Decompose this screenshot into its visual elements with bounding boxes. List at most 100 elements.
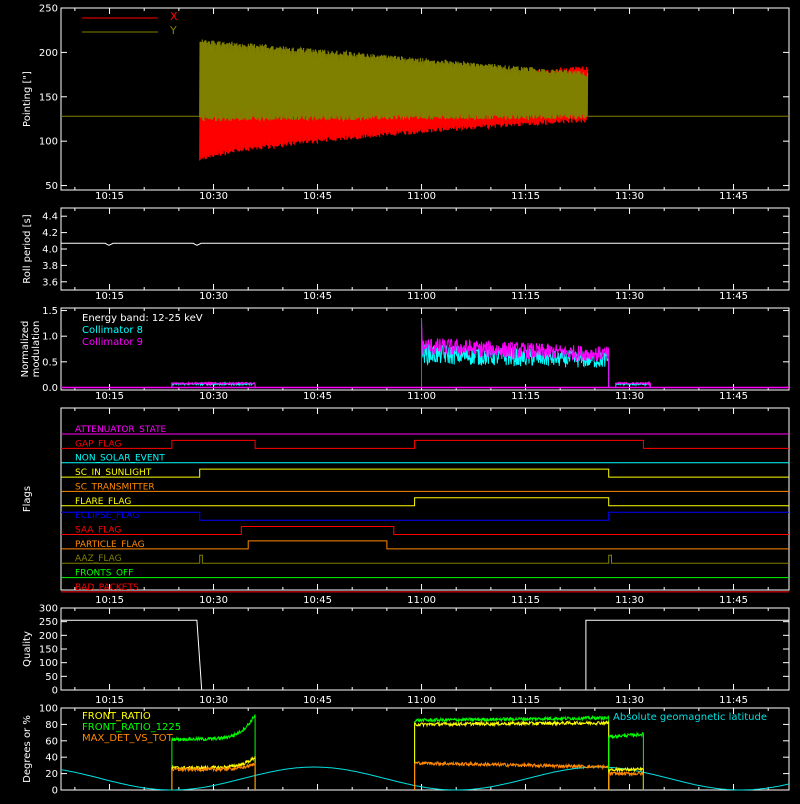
ratios-ylabel: Degrees or % (22, 715, 33, 783)
pointing-ytick-label: 50 (45, 181, 58, 192)
pointing-ytick-label: 150 (39, 92, 58, 103)
ratios-ytick-label: 100 (39, 704, 58, 715)
ratios-ytick-label: 0 (52, 786, 58, 797)
modulation-ytick-label: 1.0 (42, 332, 58, 343)
ratios-ytick-label: 20 (45, 769, 58, 780)
modulation-legend-collimator9: Collimator 9 (82, 337, 143, 348)
roll-ytick-label: 4.2 (42, 228, 58, 239)
modulation-collimator9-segment (171, 381, 256, 388)
pointing-xtick-label: 11:15 (511, 191, 540, 202)
pointing-ylabel: Pointing ["] (22, 71, 33, 127)
quality-xtick-label: 10:30 (199, 695, 228, 706)
modulation-xtick-label: 11:45 (719, 391, 748, 402)
flag-label-attenuator-state: ATTENUATOR_STATE (75, 425, 167, 435)
quality-line (61, 619, 789, 691)
pointing-legend-label-y: Y (169, 24, 177, 37)
ratio-front-ratio-segment (608, 766, 644, 790)
flag-line-aaz-flag (61, 554, 789, 564)
modulation-collimator8-segment (421, 318, 610, 388)
ratios-ytick-label: 80 (45, 720, 58, 731)
modulation-xtick-label: 10:15 (95, 391, 124, 402)
pointing-xtick-label: 10:30 (199, 191, 228, 202)
pointing-xtick-label: 11:45 (719, 191, 748, 202)
modulation-xtick-label: 10:45 (303, 391, 332, 402)
ratios-ytick-label: 40 (45, 753, 58, 764)
geomag-latitude-line (60, 766, 790, 791)
ratio-max-det-segment (171, 762, 256, 790)
roll-ytick-label: 3.6 (42, 277, 58, 288)
ratios-legend-max-det: MAX_DET_VS_TOT (82, 733, 174, 744)
ratio-max-det-segment (608, 770, 644, 790)
pointing-xtick-label: 10:15 (95, 191, 124, 202)
quality-xtick-label: 11:00 (407, 695, 436, 706)
flag-line-sc-in-sunlight (61, 468, 789, 478)
modulation-collimator9-segment (421, 318, 610, 388)
pointing-xtick-label: 10:45 (303, 191, 332, 202)
modulation-ylabel: Normalized (20, 321, 31, 378)
pointing-series-x (199, 66, 589, 161)
flag-label-flare-flag: FLARE_FLAG (75, 497, 131, 507)
roll-xtick-label: 11:45 (719, 291, 748, 302)
modulation-ytick-label: 1.5 (42, 306, 58, 317)
modulation-xtick-label: 11:00 (407, 391, 436, 402)
quality-ytick-label: 100 (39, 658, 58, 669)
modulation-ytick-label: 0.5 (42, 357, 58, 368)
ratios-frame (60, 707, 790, 791)
flags-xtick-label: 11:15 (511, 595, 540, 606)
flags-frame (60, 407, 790, 591)
quality-ytick-label: 300 (39, 604, 58, 615)
ratios-legend-front-ratio: FRONT_RATIO (82, 711, 151, 722)
roll-xtick-label: 11:30 (615, 291, 644, 302)
quality-xtick-label: 11:45 (719, 695, 748, 706)
ratio-front-ratio-segment (414, 719, 610, 790)
flag-label-particle-flag: PARTICLE_FLAG (75, 540, 145, 550)
roll-ylabel: Roll period [s] (22, 214, 33, 283)
flags-ylabel: Flags (22, 486, 33, 512)
flag-label-eclipse-flag: ECLIPSE_FLAG (75, 511, 139, 521)
roll-ytick-label: 3.8 (42, 261, 58, 272)
modulation-xtick-label: 11:30 (615, 391, 644, 402)
flags-xtick-label: 11:00 (407, 595, 436, 606)
modulation-xtick-label: 10:30 (199, 391, 228, 402)
pointing-ytick-label: 100 (39, 137, 58, 148)
pointing-series-y (199, 39, 589, 123)
modulation-ytick-label: 0.0 (42, 383, 58, 394)
quality-ytick-label: 150 (39, 645, 58, 656)
roll-ytick-label: 4.4 (42, 212, 58, 223)
ratio-front-ratio-1225-segment (608, 731, 644, 790)
modulation-collimator9-segment (615, 380, 651, 388)
pointing-ytick-label: 200 (39, 48, 58, 59)
roll-xtick-label: 11:15 (511, 291, 540, 302)
pointing-xtick-label: 11:30 (615, 191, 644, 202)
modulation-legend-collimator8: Collimator 8 (82, 325, 143, 336)
ratio-front-ratio-1225-segment (414, 714, 610, 790)
flags-xtick-label: 10:45 (303, 595, 332, 606)
modulation-frame (60, 307, 790, 391)
flags-xtick-label: 11:30 (615, 595, 644, 606)
flag-line-flare-flag (61, 497, 789, 507)
ratios-ytick-label: 60 (45, 736, 58, 747)
flag-line-particle-flag (61, 540, 789, 550)
pointing-legend-label-x: X (170, 10, 178, 23)
flag-label-sc-transmitter: SC_TRANSMITTER (75, 482, 155, 492)
quality-ylabel: Quality (22, 631, 33, 667)
flag-label-aaz-flag: AAZ_FLAG (75, 554, 122, 564)
roll-xtick-label: 10:15 (95, 291, 124, 302)
roll-xtick-label: 10:30 (199, 291, 228, 302)
quality-ytick-label: 200 (39, 631, 58, 642)
quality-ytick-label: 0 (52, 686, 58, 697)
flags-xtick-label: 11:45 (719, 595, 748, 606)
quality-xtick-label: 11:30 (615, 695, 644, 706)
ratio-front-ratio-1225-segment (171, 714, 256, 790)
ratio-max-det-segment (414, 760, 610, 790)
flag-line-eclipse-flag (61, 511, 789, 521)
quality-ytick-label: 250 (39, 617, 58, 628)
pointing-ytick-label: 250 (39, 4, 58, 15)
flag-label-non-solar-event: NON_SOLAR_EVENT (75, 454, 165, 464)
quality-xtick-label: 10:45 (303, 695, 332, 706)
flags-xtick-label: 10:30 (199, 595, 228, 606)
roll-period-line (61, 242, 789, 246)
roll-xtick-label: 11:00 (407, 291, 436, 302)
